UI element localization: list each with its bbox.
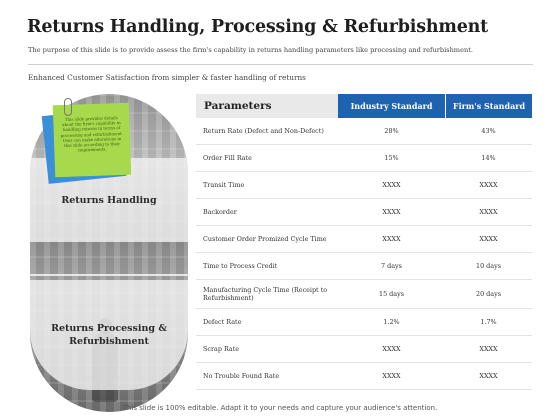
header-parameters: Parameters	[196, 94, 338, 118]
firm-standard-cell: XXXX	[445, 226, 532, 252]
returns-processing-line2: Refurbishment	[51, 335, 167, 348]
header-industry-standard: Industry Standard	[338, 94, 445, 118]
param-cell: Return Rate (Defect and Non-Defect)	[196, 118, 338, 144]
table-row: Order Fill Rate 15% 14%	[196, 145, 532, 172]
capsule-separator	[30, 274, 188, 276]
returns-processing-line1: Returns Processing &	[51, 322, 167, 335]
header-divider	[28, 64, 533, 65]
table-row: Return Rate (Defect and Non-Defect) 28% 43…	[196, 118, 532, 145]
param-cell: Scrap Rate	[196, 336, 338, 362]
industry-standard-cell: 15 days	[338, 280, 445, 308]
industry-standard-cell: 15%	[338, 145, 445, 171]
industry-standard-cell: 1.2%	[338, 309, 445, 335]
firm-standard-cell: XXXX	[445, 199, 532, 225]
parameters-table: Parameters Industry Standard Firm's Stan…	[196, 94, 532, 390]
table-header: Parameters Industry Standard Firm's Stan…	[196, 94, 532, 118]
param-cell: Defect Rate	[196, 309, 338, 335]
param-cell: Transit Time	[196, 172, 338, 198]
table-row: Manufacturing Cycle Time (Receipt to Ref…	[196, 280, 532, 309]
industry-standard-cell: XXXX	[338, 226, 445, 252]
table-row: Defect Rate 1.2% 1.7%	[196, 309, 532, 336]
param-cell: Order Fill Rate	[196, 145, 338, 171]
firm-standard-cell: XXXX	[445, 363, 532, 389]
industry-standard-cell: 7 days	[338, 253, 445, 279]
returns-handling-text: Returns Handling	[61, 194, 156, 207]
firm-standard-cell: XXXX	[445, 172, 532, 198]
firm-standard-cell: 10 days	[445, 253, 532, 279]
returns-processing-label: Returns Processing & Refurbishment	[30, 280, 188, 390]
industry-standard-cell: XXXX	[338, 199, 445, 225]
sticky-note-text: This slide provides details about the fi…	[59, 115, 124, 154]
industry-standard-cell: 28%	[338, 118, 445, 144]
footer-note: This slide is 100% editable. Adapt it to…	[0, 404, 560, 412]
table-row: No Trouble Found Rate XXXX XXXX	[196, 363, 532, 390]
slide-subtitle: The purpose of this slide is to provide …	[28, 46, 473, 54]
industry-standard-cell: XXXX	[338, 336, 445, 362]
header-firms-standard: Firm's Standard	[445, 94, 532, 118]
firm-standard-cell: 20 days	[445, 280, 532, 308]
param-cell: Customer Order Promized Cycle Time	[196, 226, 338, 252]
firm-standard-cell: 1.7%	[445, 309, 532, 335]
slide-title: Returns Handling, Processing & Refurbish…	[27, 17, 488, 37]
firm-standard-cell: XXXX	[445, 336, 532, 362]
table-row: Transit Time XXXX XXXX	[196, 172, 532, 199]
param-cell: No Trouble Found Rate	[196, 363, 338, 389]
slide-tagline: Enhanced Customer Satisfaction from simp…	[28, 73, 306, 82]
industry-standard-cell: XXXX	[338, 172, 445, 198]
table-row: Scrap Rate XXXX XXXX	[196, 336, 532, 363]
firm-standard-cell: 14%	[445, 145, 532, 171]
table-row: Backorder XXXX XXXX	[196, 199, 532, 226]
paperclip-icon	[64, 98, 72, 116]
table-row: Customer Order Promized Cycle Time XXXX XX…	[196, 226, 532, 253]
param-cell: Time to Process Credit	[196, 253, 338, 279]
table-row: Time to Process Credit 7 days 10 days	[196, 253, 532, 280]
industry-standard-cell: XXXX	[338, 363, 445, 389]
table-body: Return Rate (Defect and Non-Defect) 28% 43…	[196, 118, 532, 390]
param-cell: Manufacturing Cycle Time (Receipt to Ref…	[196, 280, 338, 308]
firm-standard-cell: 43%	[445, 118, 532, 144]
param-cell: Backorder	[196, 199, 338, 225]
